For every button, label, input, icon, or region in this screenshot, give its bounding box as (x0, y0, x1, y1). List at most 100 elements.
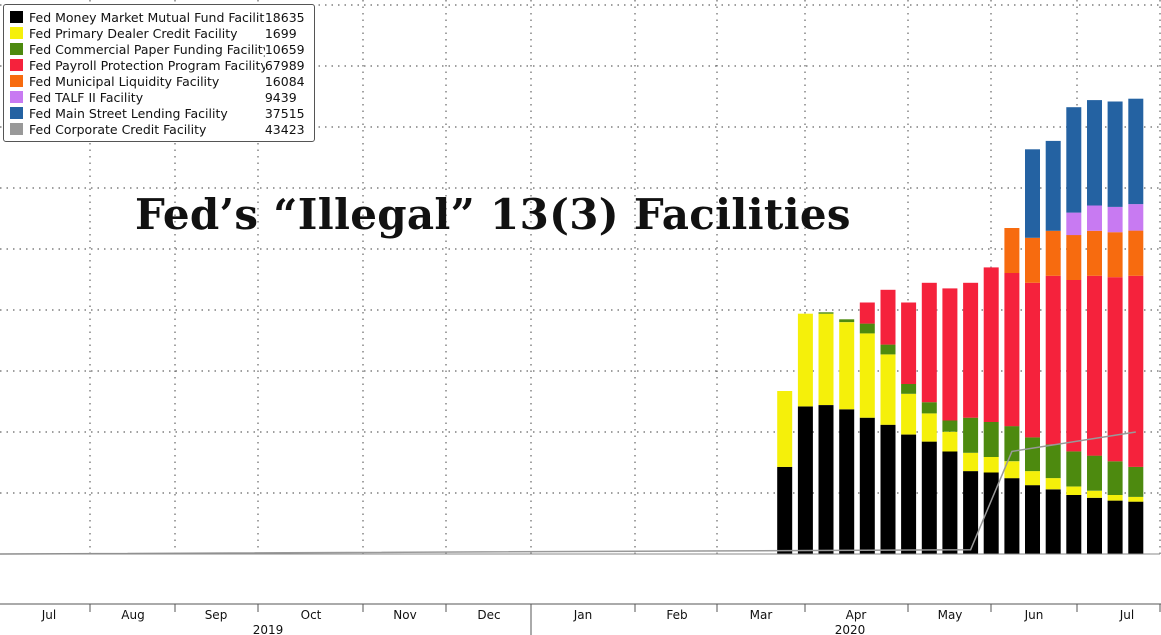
bar-segment (1045, 444, 1061, 479)
x-tick-label: Nov (393, 608, 416, 622)
bar-segment (1025, 149, 1040, 238)
bar-segment (942, 431, 958, 452)
bar-segment (1128, 230, 1144, 276)
x-tick-label: Apr (846, 608, 867, 622)
legend-label: Fed Corporate Credit Facility (29, 121, 207, 137)
legend-value: 18635 (264, 9, 305, 25)
bar-segment (963, 282, 979, 418)
bar-segment (1045, 478, 1061, 490)
legend-item: Fed Money Market Mutual Fund Facility 186… (10, 9, 314, 25)
legend-label: Fed Commercial Paper Funding Facility (29, 41, 265, 57)
bar-segment (1025, 237, 1040, 283)
x-axis: Jul Aug Sep Oct Nov Dec Jan Feb Mar Apr May Jun Jul 2… (0, 553, 1161, 635)
bar-segment (818, 312, 834, 314)
legend-swatch (10, 123, 23, 135)
bar-segment (818, 405, 834, 554)
bar-segment (1087, 490, 1102, 498)
x-tick-label: Sep (205, 608, 228, 622)
bar-segment (1087, 455, 1102, 491)
grid-lines (0, 0, 1161, 554)
bar-segment (1045, 140, 1061, 231)
bar-segment (1025, 282, 1040, 438)
bar-segment (818, 313, 834, 405)
bar-segment (1087, 497, 1102, 554)
legend-item: Fed Main Street Lending Facility 37515 (10, 105, 314, 121)
legend: Fed Money Market Mutual Fund Facility 186… (3, 4, 315, 142)
bar-segment (1004, 461, 1020, 479)
bar-segment (1025, 471, 1040, 486)
bar-segment (1128, 501, 1144, 554)
bar-segment (983, 421, 999, 457)
bar-segment (1004, 426, 1020, 462)
legend-item: Fed Municipal Liquidity Facility 16084 (10, 73, 314, 89)
x-tick-label: Jan (573, 608, 593, 622)
bar-segment (859, 333, 875, 418)
legend-item: Fed Primary Dealer Credit Facility 1699 (10, 25, 314, 41)
legend-label: Fed Primary Dealer Credit Facility (29, 25, 238, 41)
x-tick-label: Aug (121, 608, 144, 622)
legend-item: Fed Corporate Credit Facility 43423 (10, 121, 314, 137)
bar-segment (983, 267, 999, 422)
bar-segment (1066, 107, 1082, 213)
x-tick-label: May (938, 608, 963, 622)
bar-segment (1128, 98, 1144, 205)
x-tick-label: Feb (666, 608, 687, 622)
legend-label: Fed Main Street Lending Facility (29, 105, 228, 121)
bar-segment (777, 391, 793, 467)
bar-segment (1107, 277, 1123, 462)
bar-segment (1087, 275, 1102, 456)
bar-segment (777, 466, 793, 554)
bar-segment (1128, 496, 1144, 502)
legend-label: Fed TALF II Facility (29, 89, 144, 105)
x-tick-label: Oct (301, 608, 322, 622)
bar-segment (880, 344, 896, 355)
x-tick-label: Mar (750, 608, 773, 622)
bar-segment (1025, 485, 1040, 554)
bar-segment (983, 457, 999, 473)
bar-segment (1107, 495, 1123, 501)
bar-segment (880, 354, 896, 425)
bar-segment (1087, 230, 1102, 276)
line-series (0, 431, 1136, 555)
bar-segment (963, 452, 979, 472)
bar-segment (839, 409, 855, 554)
legend-swatch (10, 107, 23, 119)
corporate-credit-line (0, 431, 1136, 555)
legend-label: Fed Municipal Liquidity Facility (29, 73, 220, 89)
bar-segment (1066, 495, 1082, 554)
legend-value: 9439 (264, 89, 297, 105)
x-tick-label: Jun (1024, 608, 1044, 622)
bar-segment (942, 420, 958, 432)
bar-segment (921, 282, 937, 403)
x-tick-label: Jul (41, 608, 56, 622)
bar-segment (1045, 275, 1061, 445)
bar-segment (797, 406, 813, 554)
legend-swatch (10, 27, 23, 39)
bar-segment (1128, 275, 1144, 467)
bar-segment (1004, 478, 1020, 554)
bar-segment (797, 313, 813, 407)
bar-segment (942, 451, 958, 554)
bar-segment (1107, 232, 1123, 278)
legend-item: Fed Commercial Paper Funding Facility 106… (10, 41, 314, 57)
bar-segment (1066, 235, 1082, 280)
bar-segment (1107, 461, 1123, 495)
bar-segment (901, 434, 917, 554)
bar-segment (1004, 273, 1020, 427)
year-label: 2020 (835, 623, 866, 635)
bar-segment (1107, 206, 1123, 233)
bar-segment (1066, 212, 1082, 236)
legend-value: 37515 (264, 105, 305, 121)
legend-swatch (10, 75, 23, 87)
bar-segment (1128, 466, 1144, 497)
bar-segment (880, 424, 896, 554)
bar-segment (1107, 500, 1123, 554)
legend-swatch (10, 43, 23, 55)
bar-segment (963, 417, 979, 453)
bar-segment (901, 384, 917, 394)
bar-segment (1107, 101, 1123, 207)
bar-segment (901, 302, 917, 384)
bar-segment (1128, 204, 1144, 231)
bar-stacks (777, 98, 1144, 554)
